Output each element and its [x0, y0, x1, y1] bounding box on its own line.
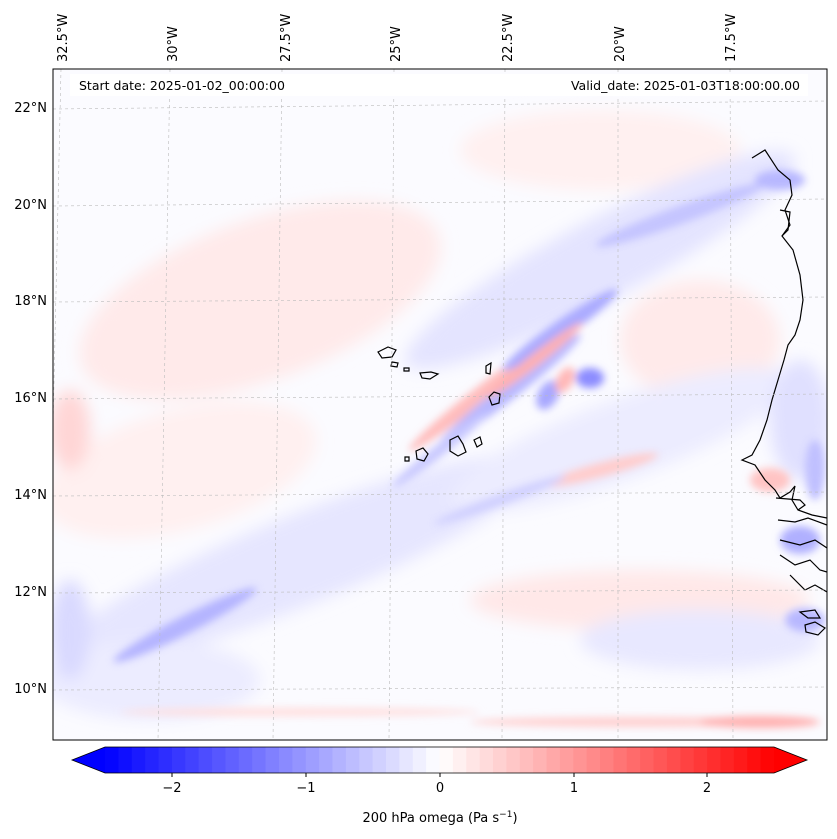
colorbar-label-exponent: −1 — [499, 810, 512, 820]
colorbar-segment — [185, 747, 200, 773]
colorbar-segment — [332, 747, 347, 773]
colorbar-segment — [372, 747, 387, 773]
colorbar-segment — [613, 747, 628, 773]
colorbar-segment — [439, 747, 454, 773]
colorbar-segment — [466, 747, 481, 773]
omega-field — [53, 69, 827, 740]
lon-label-32-5w: 32.5°W — [56, 14, 71, 62]
longitude-labels: 32.5°W 30°W 27.5°W 25°W 22.5°W 20°W 17.5… — [56, 14, 739, 62]
colorbar-segment — [305, 747, 320, 773]
colorbar-segment — [546, 747, 561, 773]
colorbar-segment — [493, 747, 507, 773]
lon-label-27-5w: 27.5°W — [279, 14, 294, 62]
colorbar-segment — [586, 747, 601, 773]
colorbar-segment — [533, 747, 548, 773]
colorbar-segment — [319, 747, 334, 773]
colorbar-segment — [212, 747, 227, 773]
lat-label-14n: 14°N — [14, 488, 47, 503]
colorbar-tick-label: −1 — [296, 781, 315, 796]
lon-label-17-5w: 17.5°W — [724, 14, 739, 62]
colorbar-segment — [105, 747, 119, 773]
lon-label-22-5w: 22.5°W — [501, 14, 516, 62]
colorbar-segment — [145, 747, 160, 773]
colorbar-segment — [225, 747, 240, 773]
colorbar-segment — [118, 747, 133, 773]
colorbar-segment — [573, 747, 588, 773]
map-frame — [52, 68, 828, 741]
colorbar-segment — [359, 747, 374, 773]
colorbar-tick-label: −2 — [162, 781, 181, 796]
lon-label-30w: 30°W — [166, 26, 181, 62]
colorbar-segment — [653, 747, 668, 773]
colorbar-segment — [452, 747, 467, 773]
colorbar-segment — [707, 747, 722, 773]
colorbar: −2 −1 0 1 2 200 hPa omega (Pa s−1) — [70, 746, 809, 826]
colorbar-segment — [640, 747, 655, 773]
colorbar-segment — [506, 747, 521, 773]
colorbar-ticks: −2 −1 0 1 2 — [162, 773, 711, 796]
colorbar-segment — [238, 747, 253, 773]
colorbar-label: 200 hPa omega (Pa s−1) — [362, 810, 517, 826]
colorbar-segment — [345, 747, 360, 773]
valid-date-label: Valid_date: 2025-01-03T18:00:00.00 — [571, 78, 800, 93]
lat-label-16n: 16°N — [14, 391, 47, 406]
colorbar-segment — [265, 747, 280, 773]
lon-label-25w: 25°W — [389, 26, 404, 62]
colorbar-extend-high — [774, 747, 807, 773]
colorbar-tick-label: 0 — [436, 781, 444, 796]
lon-label-20w: 20°W — [613, 26, 628, 62]
colorbar-segment — [412, 747, 427, 773]
lat-label-10n: 10°N — [14, 682, 47, 697]
colorbar-segment — [131, 747, 146, 773]
coastline — [740, 149, 827, 636]
colorbar-segments — [105, 747, 775, 773]
colorbar-segment — [747, 747, 762, 773]
colorbar-segment — [559, 747, 574, 773]
start-date-label: Start date: 2025-01-02_00:00:00 — [79, 78, 285, 93]
colorbar-segment — [171, 747, 186, 773]
colorbar-tick-label: 2 — [703, 781, 711, 796]
cape-verde-islands — [377, 346, 501, 462]
colorbar-label-main: 200 hPa omega (Pa s — [362, 811, 499, 826]
colorbar-tick-label: 1 — [570, 781, 578, 796]
lat-label-22n: 22°N — [14, 101, 47, 116]
colorbar-segment — [733, 747, 748, 773]
colorbar-segment — [680, 747, 695, 773]
colorbar-segment — [426, 747, 441, 773]
lat-label-20n: 20°N — [14, 198, 47, 213]
colorbar-segment — [693, 747, 708, 773]
colorbar-segment — [666, 747, 681, 773]
colorbar-extend-low — [72, 747, 105, 773]
latitude-labels: 22°N 20°N 18°N 16°N 14°N 12°N 10°N — [14, 101, 47, 697]
colorbar-segment — [385, 747, 400, 773]
colorbar-label-close: ) — [512, 811, 517, 826]
colorbar-segment — [278, 747, 293, 773]
colorbar-segment — [720, 747, 735, 773]
colorbar-segment — [760, 747, 775, 773]
colorbar-segment — [252, 747, 267, 773]
colorbar-segment — [198, 747, 213, 773]
colorbar-outline — [70, 746, 809, 774]
colorbar-segment — [626, 747, 641, 773]
gridlines — [53, 69, 827, 740]
colorbar-segment — [399, 747, 414, 773]
colorbar-segment — [600, 747, 615, 773]
lat-label-12n: 12°N — [14, 585, 47, 600]
colorbar-segment — [519, 747, 534, 773]
colorbar-segment — [292, 747, 307, 773]
lat-label-18n: 18°N — [14, 294, 47, 309]
colorbar-segment — [158, 747, 173, 773]
colorbar-segment — [479, 747, 494, 773]
